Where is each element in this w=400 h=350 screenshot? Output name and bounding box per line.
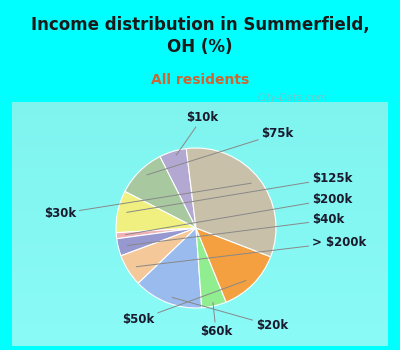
Wedge shape <box>160 149 196 228</box>
Wedge shape <box>138 228 202 308</box>
Text: > $200k: > $200k <box>136 236 366 267</box>
Text: Income distribution in Summerfield,
OH (%): Income distribution in Summerfield, OH (… <box>31 16 369 56</box>
Wedge shape <box>117 228 196 256</box>
Text: $75k: $75k <box>147 127 294 175</box>
Wedge shape <box>186 148 276 257</box>
Text: City-Data.com: City-Data.com <box>257 93 327 103</box>
Text: $40k: $40k <box>127 214 344 245</box>
Text: $60k: $60k <box>200 302 232 338</box>
Text: All residents: All residents <box>151 74 249 88</box>
Text: $125k: $125k <box>127 172 352 212</box>
Text: $20k: $20k <box>172 298 288 332</box>
Wedge shape <box>116 191 196 233</box>
Text: $30k: $30k <box>44 183 251 220</box>
Text: $50k: $50k <box>122 281 246 327</box>
Text: $10k: $10k <box>176 111 218 155</box>
Text: $200k: $200k <box>126 193 352 235</box>
Wedge shape <box>196 228 271 302</box>
Wedge shape <box>121 228 196 283</box>
Wedge shape <box>125 156 196 228</box>
Wedge shape <box>196 228 226 308</box>
Wedge shape <box>116 228 196 239</box>
